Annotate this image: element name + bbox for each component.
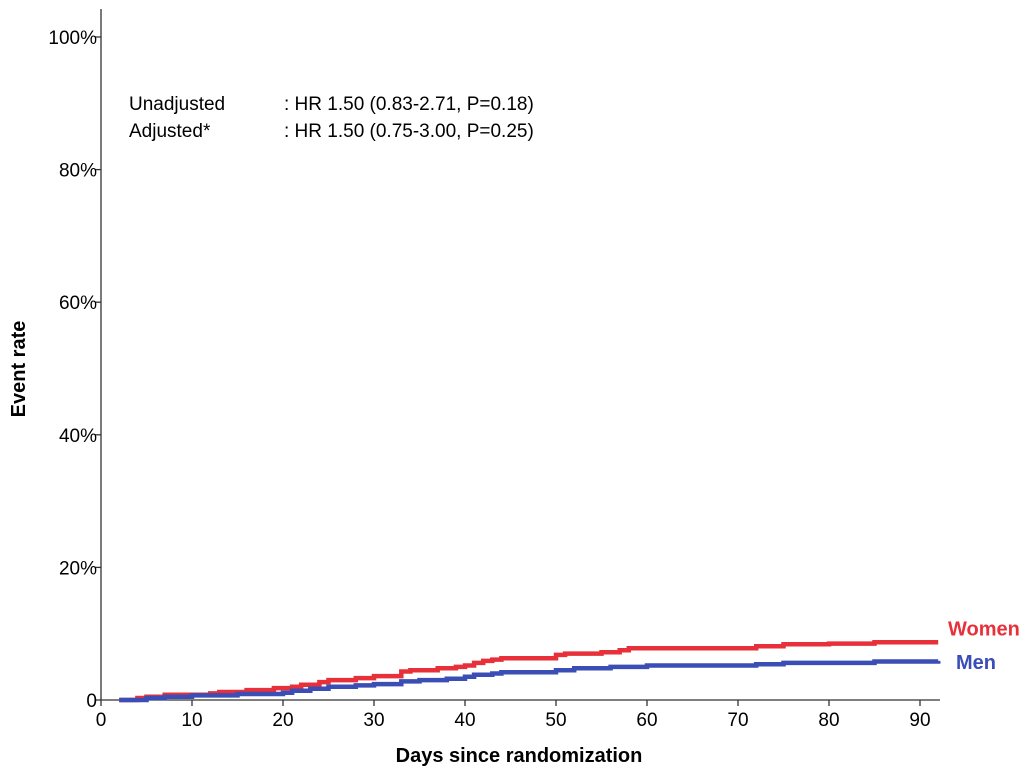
annotation-label: Adjusted*	[129, 121, 211, 142]
y-tick-label: 80%	[59, 161, 97, 182]
series-label-women: Women	[948, 618, 1020, 640]
x-tick-label: 80	[818, 710, 839, 731]
x-tick-label: 60	[636, 710, 657, 731]
hazard-ratio-annotations: Unadjusted : HR 1.50 (0.83-2.71, P=0.18) A…	[129, 94, 534, 142]
y-tick-label: 100%	[48, 28, 97, 49]
x-tick-label: 10	[181, 710, 202, 731]
x-tick-label: 20	[272, 710, 293, 731]
y-tick-label: 0	[86, 691, 97, 712]
annotation-text: : HR 1.50 (0.75-3.00, P=0.25)	[284, 121, 534, 142]
series-line-men	[119, 659, 941, 703]
annotation-label: Unadjusted	[129, 94, 225, 115]
series-layer: Women Men	[119, 618, 1020, 703]
y-tick-label: 60%	[59, 293, 97, 314]
y-tick-label: 40%	[59, 426, 97, 447]
y-tick-label: 20%	[59, 558, 97, 579]
series-line-women	[119, 640, 939, 703]
annotation-text: : HR 1.50 (0.83-2.71, P=0.18)	[284, 94, 534, 115]
y-axis-title: Event rate	[8, 321, 30, 418]
x-tick-label: 50	[545, 710, 566, 731]
x-tick-label: 0	[96, 710, 107, 731]
series-label-men: Men	[956, 652, 996, 674]
axes: 0 20% 40% 60% 80% 100% 0 10 20 30 40 50 60 70 80 90	[48, 9, 940, 731]
x-tick-label: 30	[363, 710, 384, 731]
x-tick-label: 90	[909, 710, 930, 731]
x-tick-label: 70	[727, 710, 748, 731]
x-axis-title: Days since randomization	[396, 745, 643, 767]
x-tick-label: 40	[454, 710, 475, 731]
